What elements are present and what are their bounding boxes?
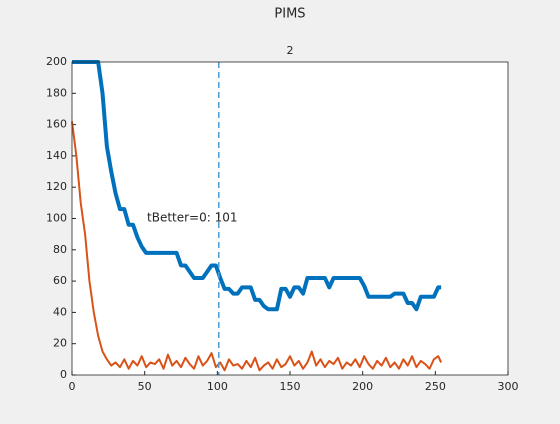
x-tick-label: 300: [498, 380, 519, 393]
y-tick-label: 180: [46, 86, 67, 99]
series-line: [72, 60, 442, 312]
y-tick-label: 120: [46, 180, 67, 193]
x-tick-label: 150: [280, 380, 301, 393]
chart-title: 2: [287, 44, 294, 57]
y-tick-label: 80: [53, 243, 67, 256]
annotation: tBetter=0: 101: [147, 211, 238, 225]
suptitle: PIMS: [274, 7, 305, 22]
plot-area: [72, 62, 508, 375]
y-tick-label: 100: [46, 212, 67, 225]
y-tick-label: 200: [46, 55, 67, 68]
x-tick-label: 50: [138, 380, 152, 393]
x-tick-label: 200: [352, 380, 373, 393]
y-tick-label: 160: [46, 118, 67, 131]
y-tick-label: 40: [53, 305, 67, 318]
x-tick-label: 100: [207, 380, 228, 393]
y-tick-label: 140: [46, 149, 67, 162]
axes-box: [71, 61, 509, 376]
x-tick-label: 0: [69, 380, 76, 393]
y-tick-label: 20: [53, 337, 67, 350]
series-line: [71, 121, 443, 372]
x-tick-label: 250: [425, 380, 446, 393]
y-tick-label: 60: [53, 274, 67, 287]
y-tick-label: 0: [60, 368, 67, 381]
